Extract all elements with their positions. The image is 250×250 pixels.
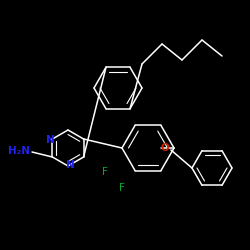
Text: F: F	[119, 183, 125, 193]
Text: H₂N: H₂N	[8, 146, 30, 156]
Text: N: N	[66, 160, 74, 170]
Text: N: N	[46, 135, 55, 145]
Text: O: O	[160, 143, 170, 153]
Text: F: F	[102, 167, 108, 177]
